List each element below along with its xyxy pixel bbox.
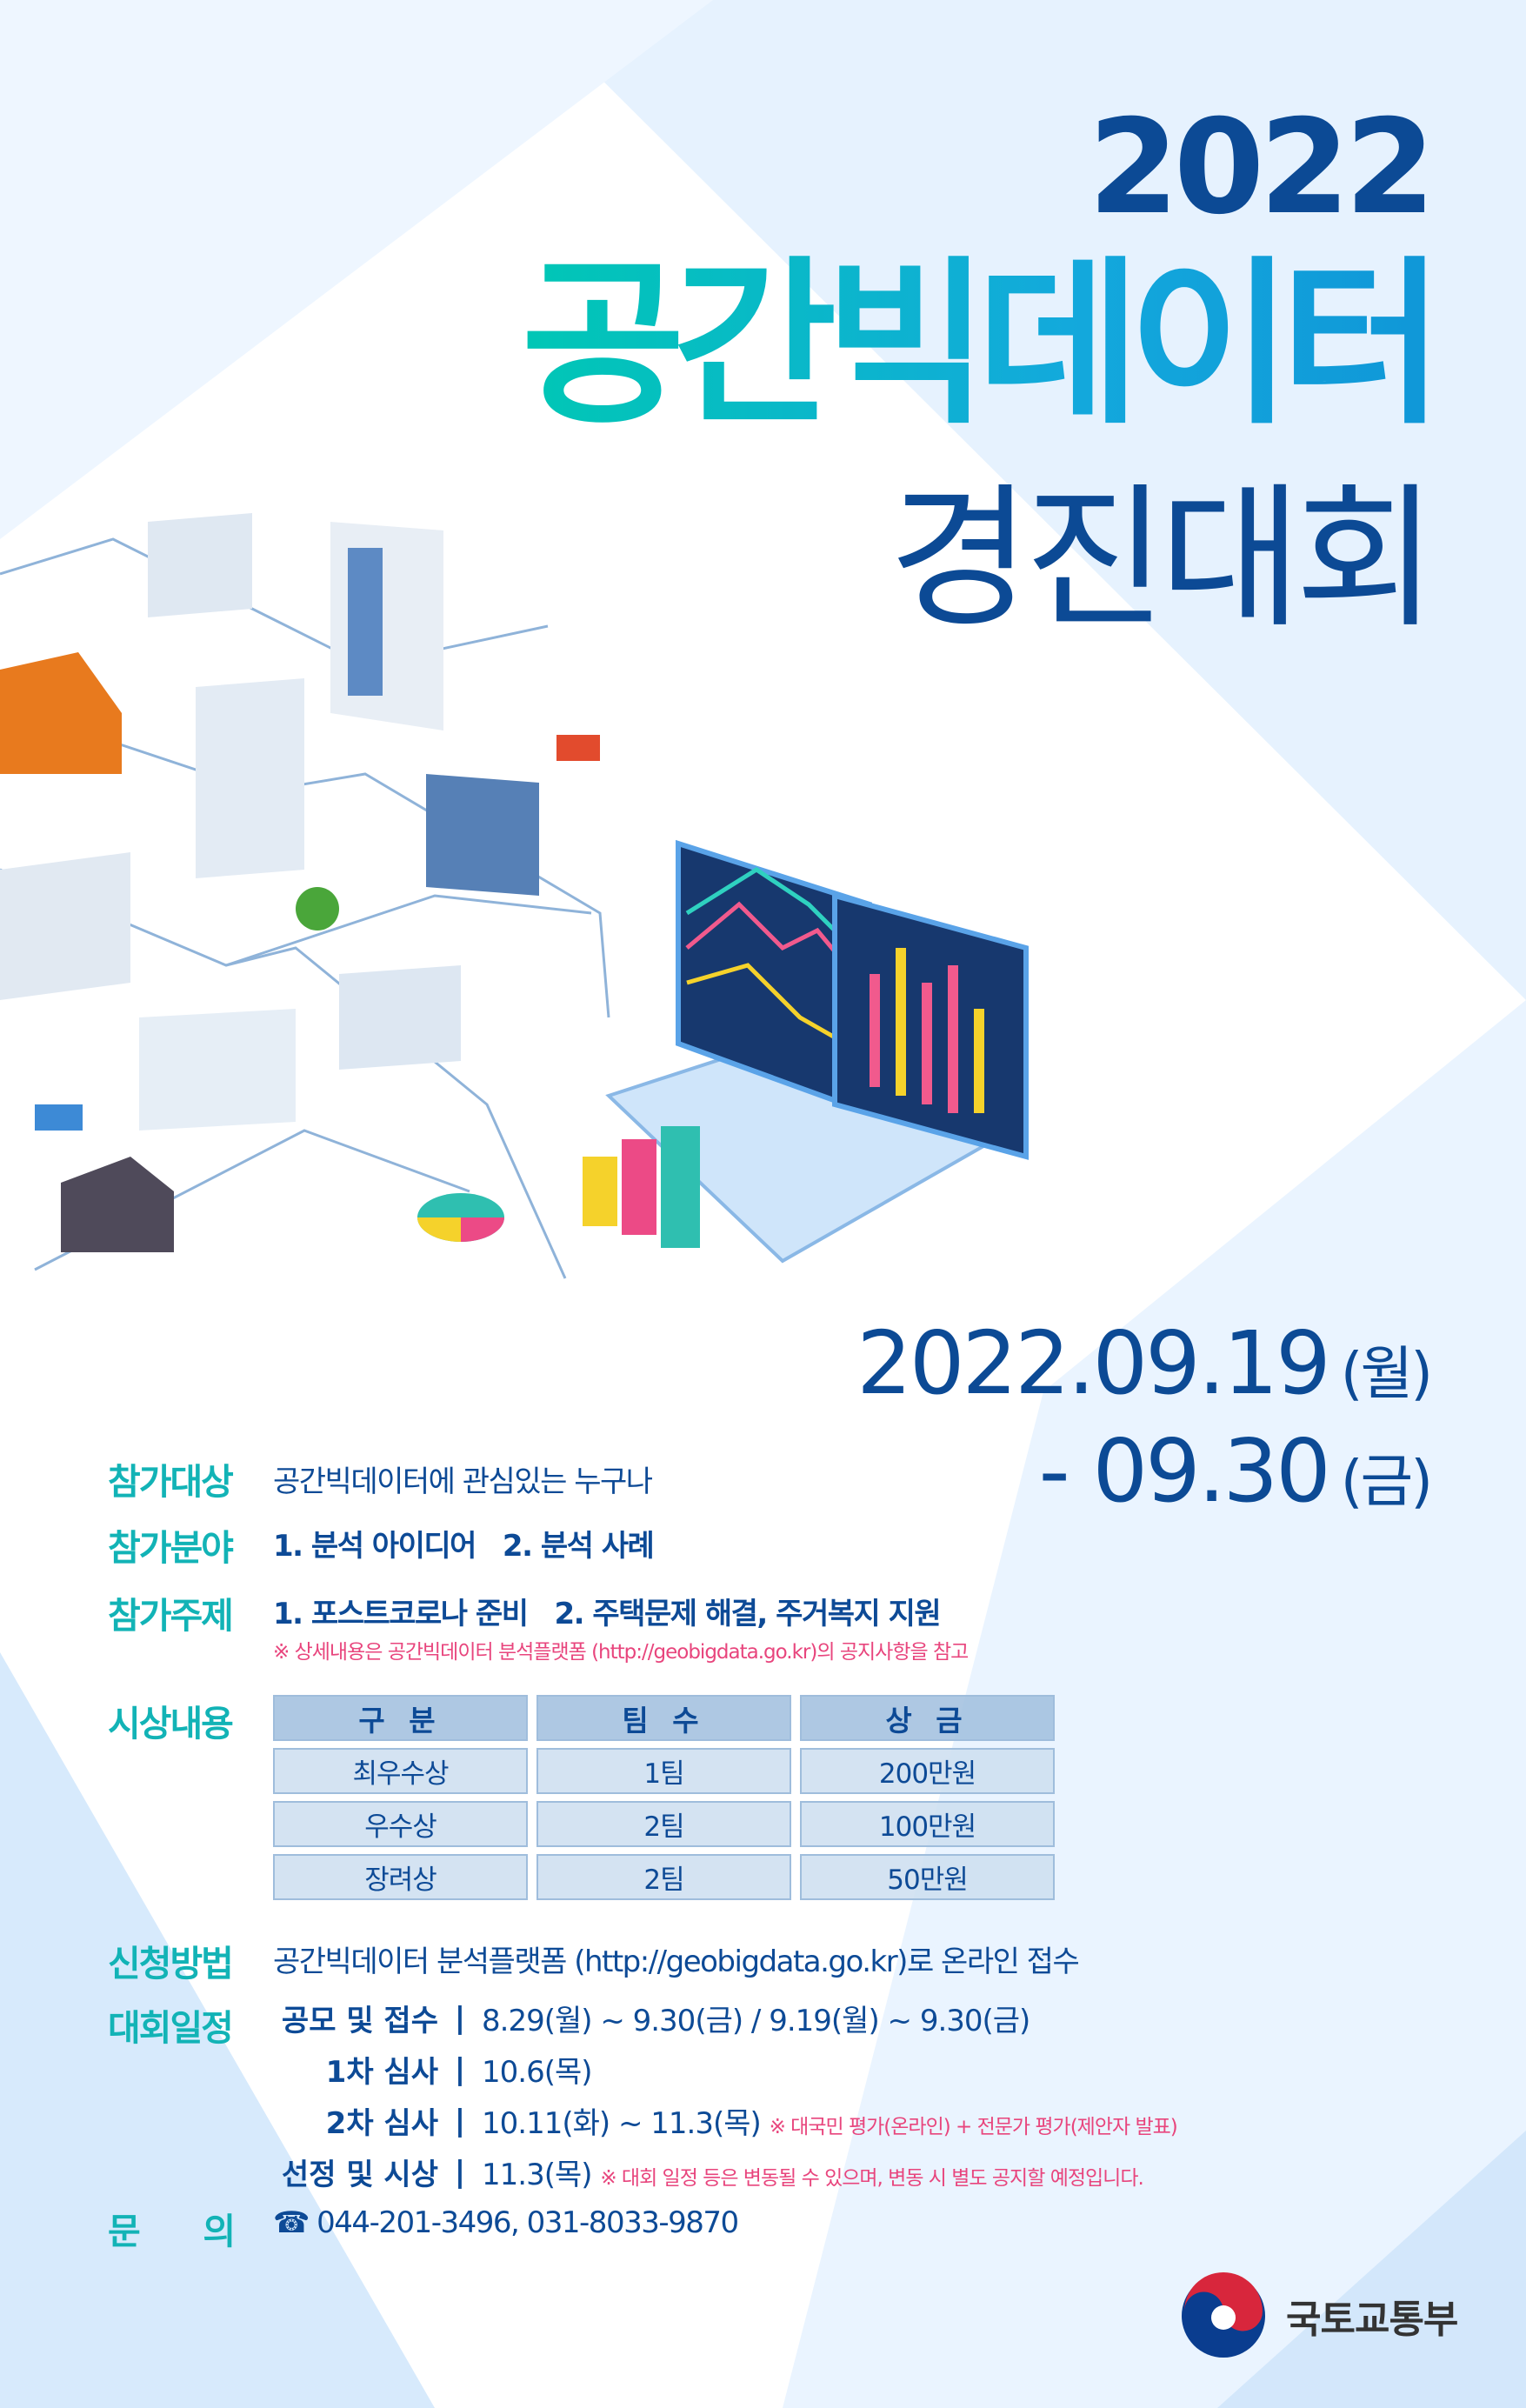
schedule-list: 공모 및 접수 | 8.29(월) ~ 9.30(금) / 9.19(월) ~ 9.… — [273, 1997, 1178, 2193]
schedule-key: 1차 심사 — [325, 2055, 438, 2090]
house — [0, 652, 122, 774]
table-header: 팀 수 — [536, 1695, 791, 1741]
apply-label: 신청방법 — [108, 1943, 234, 1984]
schedule-date: 11.3(목) — [482, 2158, 593, 2192]
table-cell: 50만원 — [800, 1854, 1055, 1900]
truck — [556, 735, 600, 761]
table-header: 구 분 — [273, 1695, 528, 1741]
contact-label: 문 의 — [108, 2211, 236, 2252]
phone-numbers: 044-201-3496, 031-8033-9870 — [317, 2205, 739, 2240]
field-label: 참가분야 — [108, 1527, 234, 1569]
title-sub: 경진대회 — [888, 469, 1437, 649]
target-value: 공간빅데이터에 관심있는 누구나 — [273, 1464, 653, 1499]
building — [426, 774, 539, 896]
end-day: (금) — [1340, 1448, 1433, 1515]
prize-table: 구 분 팀 수 상 금 최우수상 1팀 200만원 우수상 2팀 100만원 장… — [273, 1695, 1055, 1900]
schedule-value: 11.3(목) ※ 대회 일정 등은 변동될 수 있으며, 변동 시 별도 공지… — [482, 2151, 1177, 2193]
schedule-value: 10.6(목) — [482, 2055, 593, 2090]
city-bigdata-illustration — [0, 513, 1029, 1279]
period-start: 2022.09.19 (월) — [856, 1320, 1433, 1407]
building — [330, 522, 443, 730]
schedule-date: 10.11(화) ~ 11.3(목) — [482, 2106, 762, 2141]
bar-3d — [583, 1157, 617, 1226]
ministry-name: 국토교통부 — [1286, 2298, 1458, 2342]
table-cell: 1팀 — [536, 1748, 791, 1794]
end-date: - 09.30 — [1038, 1420, 1331, 1522]
car — [35, 1104, 83, 1131]
divider: | — [454, 2051, 466, 2087]
table-cell: 2팀 — [536, 1854, 791, 1900]
year: 2022 — [1088, 92, 1436, 243]
topic-note: ※ 상세내용은 공간빅데이터 분석플랫폼 (http://geobigdata.… — [273, 1641, 969, 1664]
bar-3d — [622, 1139, 656, 1235]
prize-label: 시상내용 — [108, 1703, 234, 1744]
table-cell: 장려상 — [273, 1854, 528, 1900]
table-cell: 2팀 — [536, 1801, 791, 1847]
title-main: 공간빅데이터 — [521, 242, 1444, 449]
schedule-note: ※ 대국민 평가(온라인) + 전문가 평가(제안자 발표) — [769, 2116, 1178, 2138]
schedule-key: 2차 심사 — [325, 2106, 438, 2141]
schedule-key: 선정 및 시상 — [281, 2158, 438, 2192]
divider: | — [454, 2154, 466, 2190]
schedule-value: 8.29(월) ~ 9.30(금) / 9.19(월) ~ 9.30(금) — [482, 2004, 1030, 2038]
bar-3d — [661, 1126, 700, 1248]
table-header: 상 금 — [800, 1695, 1055, 1741]
tree — [296, 887, 339, 931]
phone-icon: ☎ — [273, 2205, 310, 2240]
schedule-value: 10.11(화) ~ 11.3(목) ※ 대국민 평가(온라인) + 전문가 평… — [482, 2099, 1178, 2142]
house — [61, 1157, 174, 1252]
divider: | — [454, 2000, 466, 2036]
buildings — [0, 513, 600, 1252]
laptop-dashboard — [417, 839, 1029, 1264]
table-cell: 우수상 — [273, 1801, 528, 1847]
building — [148, 513, 252, 617]
table-cell: 200만원 — [800, 1748, 1055, 1794]
topic-label: 참가주제 — [108, 1595, 234, 1637]
topic-value: 1. 포스트코로나 준비 2. 주택문제 해결, 주거복지 지원 — [273, 1597, 942, 1631]
ministry-logo: 국토교통부 — [1180, 2272, 1458, 2359]
divider: | — [454, 2103, 466, 2138]
schedule-note: ※ 대회 일정 등은 변동될 수 있으며, 변동 시 별도 공지할 예정입니다. — [600, 2167, 1143, 2190]
schedule-key: 공모 및 접수 — [281, 2004, 438, 2038]
field-value: 1. 분석 아이디어 2. 분석 사례 — [273, 1529, 655, 1564]
table-cell: 최우수상 — [273, 1748, 528, 1794]
schedule-label: 대회일정 — [108, 2007, 234, 2049]
target-label: 참가대상 — [108, 1461, 234, 1503]
building — [0, 852, 130, 1000]
building — [196, 678, 304, 878]
start-day: (월) — [1340, 1340, 1433, 1407]
taegeuk-emblem-icon — [1182, 2272, 1265, 2358]
building — [339, 965, 461, 1070]
table-cell: 100만원 — [800, 1801, 1055, 1847]
start-date: 2022.09.19 — [856, 1312, 1331, 1414]
building — [139, 1009, 296, 1131]
period-end: - 09.30 (금) — [1039, 1428, 1433, 1515]
apply-value: 공간빅데이터 분석플랫폼 (http://geobigdata.go.kr)로 … — [273, 1944, 1080, 1979]
contact-value: ☎ 044-201-3496, 031-8033-9870 — [273, 2205, 739, 2240]
